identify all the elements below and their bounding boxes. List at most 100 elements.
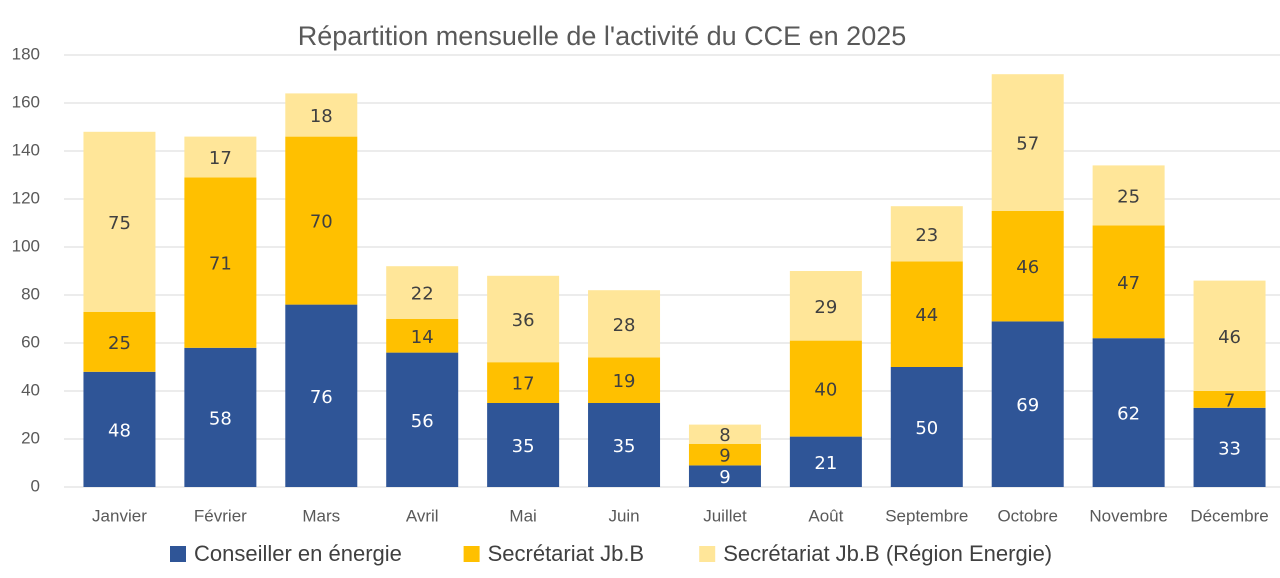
data-label: 56 xyxy=(411,411,434,432)
legend-swatch xyxy=(170,546,186,562)
data-label: 8 xyxy=(719,425,730,446)
legend-swatch xyxy=(699,546,716,562)
bar-segment xyxy=(588,357,661,403)
data-label: 69 xyxy=(1016,395,1039,416)
data-label: 75 xyxy=(108,213,131,234)
bar-segment xyxy=(688,465,761,487)
data-label: 17 xyxy=(209,148,232,169)
data-label: 71 xyxy=(209,254,232,275)
y-tick-label: 120 xyxy=(12,188,40,207)
bar-segment xyxy=(487,362,560,403)
bar-segment xyxy=(83,311,156,372)
y-tick-label: 60 xyxy=(21,332,40,351)
data-label: 9 xyxy=(719,446,730,467)
bar-segment xyxy=(1092,338,1165,487)
data-label: 36 xyxy=(512,310,535,331)
y-tick-label: 0 xyxy=(31,476,40,495)
chart-title: Répartition mensuelle de l'activité du C… xyxy=(298,21,907,51)
bar-segment xyxy=(285,136,358,305)
legend-label: Secrétariat Jb.B xyxy=(488,541,645,566)
data-label: 58 xyxy=(209,408,232,429)
data-label: 19 xyxy=(613,371,636,392)
data-label: 35 xyxy=(613,436,636,457)
x-tick-label: Mars xyxy=(302,506,340,525)
bar-segment xyxy=(688,443,761,466)
data-label: 44 xyxy=(915,305,938,326)
bar-segment xyxy=(487,403,560,487)
bar-segment xyxy=(991,211,1064,322)
bar-segment xyxy=(588,290,661,358)
x-tick-label: Septembre xyxy=(885,506,968,525)
data-label: 76 xyxy=(310,387,333,408)
legend-label: Conseiller en énergie xyxy=(194,541,402,566)
data-label: 25 xyxy=(1117,186,1140,207)
data-label: 28 xyxy=(613,315,636,336)
bar-segment xyxy=(1193,280,1266,391)
bar-segment xyxy=(184,177,257,348)
x-tick-label: Avril xyxy=(406,506,439,525)
bar-segment xyxy=(1193,407,1266,487)
bar-segment xyxy=(890,206,963,262)
bar-segment xyxy=(1193,391,1266,408)
bar-segment xyxy=(789,271,862,341)
data-label: 17 xyxy=(512,374,535,395)
legend-swatch xyxy=(463,546,480,562)
x-tick-label: Décembre xyxy=(1190,506,1268,525)
x-tick-label: Juillet xyxy=(703,506,747,525)
data-label: 14 xyxy=(411,327,434,348)
bar-segment xyxy=(991,321,1064,487)
bar-segment xyxy=(83,131,156,312)
bar-segment xyxy=(386,352,459,487)
x-tick-label: Février xyxy=(194,506,247,525)
bar-segment xyxy=(890,367,963,487)
bar-segment xyxy=(83,371,156,487)
bar-segment xyxy=(487,275,560,363)
data-label: 46 xyxy=(1016,257,1039,278)
bar-segment xyxy=(789,436,862,487)
y-tick-label: 40 xyxy=(21,380,40,399)
data-label: 62 xyxy=(1117,404,1140,425)
legend-label: Secrétariat Jb.B (Région Energie) xyxy=(723,541,1052,566)
bar-segment xyxy=(789,340,862,437)
bar-segment xyxy=(890,261,963,367)
data-label: 7 xyxy=(1224,390,1235,411)
y-tick-label: 80 xyxy=(21,284,40,303)
bar-segment xyxy=(688,424,761,444)
bar-segment xyxy=(386,319,459,353)
bar-segment xyxy=(588,403,661,487)
x-tick-label: Octobre xyxy=(997,506,1057,525)
y-tick-label: 140 xyxy=(12,140,40,159)
data-label: 9 xyxy=(719,467,730,488)
data-label: 50 xyxy=(915,418,938,439)
data-label: 70 xyxy=(310,212,333,233)
bar-segment xyxy=(991,74,1064,211)
data-label: 48 xyxy=(108,420,131,441)
data-label: 40 xyxy=(814,380,837,401)
data-label: 23 xyxy=(915,225,938,246)
y-tick-label: 160 xyxy=(12,92,40,111)
data-label: 57 xyxy=(1016,134,1039,155)
x-tick-label: Août xyxy=(808,506,843,525)
data-label: 29 xyxy=(814,297,837,318)
data-label: 33 xyxy=(1218,438,1241,459)
bar-segment xyxy=(285,304,358,487)
data-label: 35 xyxy=(512,436,535,457)
y-tick-label: 180 xyxy=(12,44,40,63)
data-label: 21 xyxy=(814,453,837,474)
data-label: 18 xyxy=(310,106,333,127)
data-label: 22 xyxy=(411,284,434,305)
x-tick-label: Mai xyxy=(509,506,536,525)
bar-segment xyxy=(184,136,257,178)
bar-segment xyxy=(1092,165,1165,226)
bar-segment xyxy=(285,93,358,137)
y-tick-label: 20 xyxy=(21,428,40,447)
data-label: 47 xyxy=(1117,273,1140,294)
bar-segment xyxy=(386,266,459,319)
bar-segment xyxy=(1092,225,1165,339)
data-label: 25 xyxy=(108,333,131,354)
x-tick-label: Juin xyxy=(608,506,639,525)
data-label: 46 xyxy=(1218,327,1241,348)
bar-segment xyxy=(184,347,257,487)
x-tick-label: Novembre xyxy=(1089,506,1167,525)
